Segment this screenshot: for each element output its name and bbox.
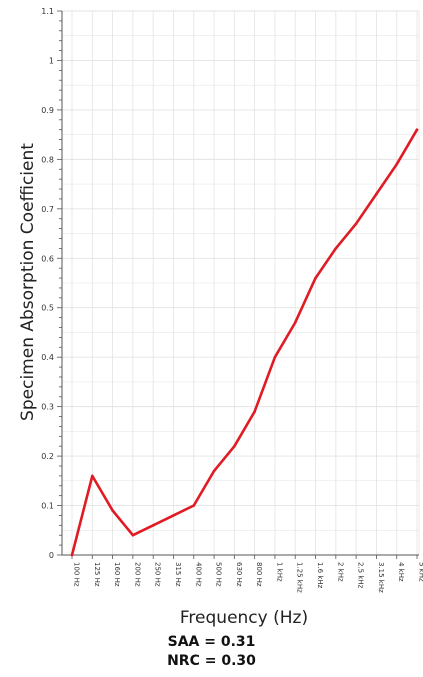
saa-value: SAA = 0.31 (167, 634, 256, 650)
y-tick-label: 0.5 (41, 304, 54, 313)
y-tick-label: 0 (49, 551, 54, 560)
data-point (212, 469, 216, 473)
data-point (334, 247, 338, 250)
data-point (273, 355, 277, 359)
data-point (192, 504, 196, 507)
data-point (151, 524, 155, 527)
x-tick-label: 5 kHz (418, 562, 423, 582)
x-tick-label: 4 kHz (397, 562, 405, 582)
x-axis-title: Frequency (Hz) (180, 608, 308, 628)
x-tick-label: 400 Hz (194, 562, 202, 587)
data-point (354, 222, 358, 225)
data-point (253, 410, 256, 413)
x-tick-label: 315 Hz (174, 562, 182, 587)
axes (57, 10, 419, 559)
y-tick-labels: 0 0.1 0.2 0.3 0.4 0.5 0.6 0.7 0.8 0.9 1 1.1 (41, 7, 54, 560)
x-tick-label: 1.25 kHz (296, 562, 304, 593)
data-point (415, 128, 419, 131)
series-line (70, 128, 419, 557)
x-tick-label: 630 Hz (235, 562, 243, 587)
data-point (70, 553, 74, 557)
data-point (395, 163, 399, 166)
y-tick-label: 0.1 (41, 502, 54, 511)
data-point (90, 474, 94, 478)
series-layer (70, 128, 419, 557)
y-tick-label: 0.8 (41, 155, 54, 164)
x-tick-labels: 100 Hz 125 Hz 160 Hz 200 Hz 250 Hz 315 Hz 400 … (73, 562, 423, 593)
y-tick-label: 0.4 (41, 353, 54, 362)
y-tick-label: 0.9 (41, 106, 54, 115)
x-tick-label: 125 Hz (93, 562, 101, 587)
x-tick-label: 2 kHz (336, 562, 344, 582)
data-point (111, 509, 114, 512)
x-tick-label: 200 Hz (133, 562, 141, 587)
y-tick-label: 0.7 (41, 205, 54, 214)
y-tick-label: 1 (49, 56, 54, 65)
y-tick-label: 0.2 (41, 452, 54, 461)
y-axis-title: Specimen Absorption Coefficient (18, 143, 38, 421)
data-point (293, 321, 297, 324)
data-point (131, 533, 135, 537)
x-tick-label: 100 Hz (73, 562, 81, 587)
grid-lines (62, 10, 420, 556)
x-tick-label: 800 Hz (255, 562, 263, 587)
nrc-value: NRC = 0.30 (167, 653, 256, 669)
x-tick-label: 250 Hz (154, 562, 162, 587)
x-tick-label: 3.15 kHz (377, 562, 385, 593)
x-tick-label: 2.5 kHz (357, 562, 365, 589)
x-tick-label: 1.6 kHz (316, 562, 324, 589)
y-tick-label: 1.1 (41, 7, 54, 16)
data-point (233, 444, 236, 448)
x-tick-label: 160 Hz (113, 562, 121, 587)
y-tick-label: 0.3 (41, 403, 54, 412)
y-tick-label: 0.6 (41, 254, 54, 263)
data-point (172, 514, 175, 517)
x-tick-label: 500 Hz (215, 562, 223, 587)
x-tick-label: 1 kHz (275, 562, 283, 582)
data-point (375, 192, 378, 196)
data-point (314, 276, 317, 280)
